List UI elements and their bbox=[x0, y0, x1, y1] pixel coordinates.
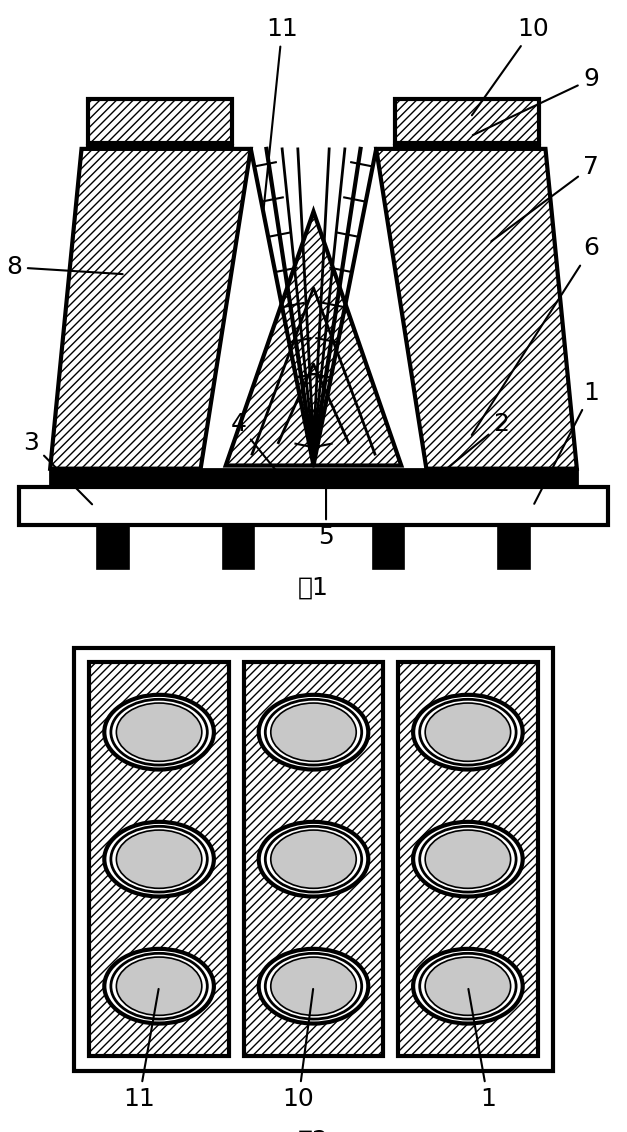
Polygon shape bbox=[223, 525, 254, 569]
Polygon shape bbox=[50, 149, 251, 469]
Text: 1: 1 bbox=[468, 989, 496, 1110]
Polygon shape bbox=[398, 662, 537, 1056]
Polygon shape bbox=[373, 525, 404, 569]
Ellipse shape bbox=[413, 822, 523, 897]
Polygon shape bbox=[498, 525, 530, 569]
Ellipse shape bbox=[413, 695, 523, 770]
Text: 图1: 图1 bbox=[298, 576, 329, 600]
Text: 1: 1 bbox=[534, 380, 599, 504]
Text: 图2: 图2 bbox=[298, 1129, 329, 1132]
Polygon shape bbox=[376, 149, 577, 469]
Polygon shape bbox=[97, 525, 129, 569]
Ellipse shape bbox=[425, 703, 510, 762]
Text: 10: 10 bbox=[472, 17, 549, 115]
Ellipse shape bbox=[104, 822, 214, 897]
Text: 5: 5 bbox=[318, 481, 334, 549]
Ellipse shape bbox=[117, 830, 202, 889]
Ellipse shape bbox=[271, 957, 356, 1015]
Polygon shape bbox=[90, 662, 229, 1056]
Text: 2: 2 bbox=[441, 412, 510, 473]
Text: 3: 3 bbox=[23, 431, 92, 504]
Ellipse shape bbox=[271, 703, 356, 762]
Ellipse shape bbox=[104, 695, 214, 770]
Ellipse shape bbox=[413, 949, 523, 1023]
Polygon shape bbox=[226, 212, 401, 465]
Ellipse shape bbox=[117, 703, 202, 762]
Text: 6: 6 bbox=[472, 237, 599, 435]
Ellipse shape bbox=[259, 822, 368, 897]
Polygon shape bbox=[50, 469, 577, 488]
Ellipse shape bbox=[425, 957, 510, 1015]
Polygon shape bbox=[88, 98, 232, 143]
Polygon shape bbox=[244, 662, 383, 1056]
Polygon shape bbox=[395, 98, 539, 143]
Ellipse shape bbox=[259, 695, 368, 770]
Ellipse shape bbox=[425, 830, 510, 889]
Text: 11: 11 bbox=[263, 17, 298, 208]
Text: 11: 11 bbox=[124, 989, 159, 1110]
Text: 10: 10 bbox=[283, 989, 314, 1110]
Ellipse shape bbox=[259, 949, 368, 1023]
Ellipse shape bbox=[271, 830, 356, 889]
Ellipse shape bbox=[117, 957, 202, 1015]
Text: 4: 4 bbox=[230, 412, 280, 475]
Text: 8: 8 bbox=[6, 256, 123, 280]
Text: 9: 9 bbox=[473, 67, 599, 135]
Text: 7: 7 bbox=[492, 155, 599, 241]
Ellipse shape bbox=[104, 949, 214, 1023]
